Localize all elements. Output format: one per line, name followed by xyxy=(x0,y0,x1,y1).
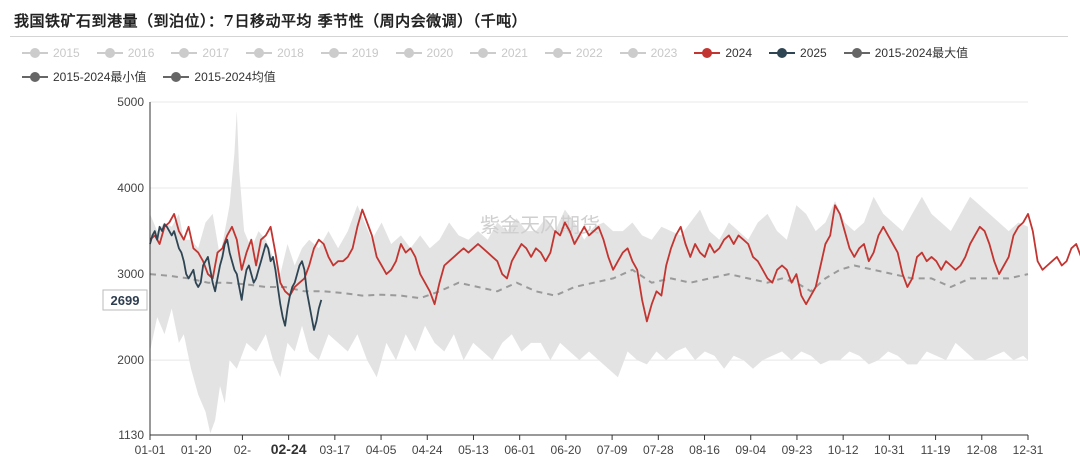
x-tick-label: 10-12 xyxy=(828,443,859,457)
x-tick-label: 04-05 xyxy=(366,443,397,457)
legend-item-2015-2024最小值[interactable]: 2015-2024最小值 xyxy=(22,66,146,88)
y-tick-label: 3000 xyxy=(117,267,144,281)
min-max-band xyxy=(150,110,1028,434)
legend-marker-icon xyxy=(470,48,497,58)
x-tick-label: 05-13 xyxy=(458,443,489,457)
chart-legend: 2015 2016 2017 2018 2019 2020 2021 2022 2023 2024… xyxy=(22,42,1062,90)
x-tick-label: 02- xyxy=(234,443,251,457)
legend-marker-icon xyxy=(694,48,721,58)
series-line-2015-2024均值 xyxy=(149,264,1029,300)
y-tick-label: 5000 xyxy=(117,95,144,109)
legend-label: 2015-2024最大值 xyxy=(874,46,969,60)
legend-marker-icon xyxy=(395,48,422,58)
x-tick-label: 04-24 xyxy=(412,443,443,457)
title-divider xyxy=(10,36,1068,37)
legend-marker-icon xyxy=(769,48,796,58)
legend-label: 2016 xyxy=(127,46,155,60)
series-lines xyxy=(149,204,1080,331)
last-value-marker: 2699 xyxy=(102,289,148,311)
y-tick-label: 1130 xyxy=(118,428,144,442)
legend-item-2018[interactable]: 2018 xyxy=(246,42,304,64)
legend-item-2021[interactable]: 2021 xyxy=(470,42,528,64)
x-tick-labels: 01-01 01-20 02- 02-24 03-17 04-05 04-24 05-13 06… xyxy=(135,441,1044,457)
x-tick-label: 10-31 xyxy=(874,443,905,457)
legend-item-2015-2024最大值[interactable]: 2015-2024最大值 xyxy=(843,42,969,64)
legend-marker-icon xyxy=(171,48,198,58)
legend-marker-icon xyxy=(544,48,571,58)
legend-marker-icon xyxy=(320,48,347,58)
axes xyxy=(149,102,1029,440)
x-tick-label: 07-28 xyxy=(643,443,674,457)
legend-label: 2020 xyxy=(426,46,454,60)
x-tick-label: 03-17 xyxy=(319,443,350,457)
legend-label: 2021 xyxy=(501,46,528,60)
y-tick-labels: 1130 2000 3000 4000 5000 xyxy=(117,95,144,442)
legend-item-2023[interactable]: 2023 xyxy=(619,42,678,64)
x-tick-label: 12-31 xyxy=(1013,443,1044,457)
x-tick-label: 12-08 xyxy=(966,443,997,457)
legend-item-2016[interactable]: 2016 xyxy=(96,42,155,64)
chart-title: 我国铁矿石到港量（到泊位）：7日移动平均 季节性（周内会微调）（千吨） xyxy=(14,12,528,30)
x-tick-label: 06-20 xyxy=(551,443,582,457)
legend-label: 2024 xyxy=(725,46,753,60)
legend-marker-icon xyxy=(163,72,190,82)
legend-label: 2019 xyxy=(351,46,379,60)
legend-label: 2018 xyxy=(277,46,304,60)
legend-item-2017[interactable]: 2017 xyxy=(171,42,229,64)
legend-item-2024[interactable]: 2024 xyxy=(694,42,752,64)
legend-item-2015-2024均值[interactable]: 2015-2024均值 xyxy=(163,66,276,88)
legend-label: 2015-2024均值 xyxy=(194,70,276,84)
legend-item-2019[interactable]: 2019 xyxy=(320,42,379,64)
x-tick-label: 09-04 xyxy=(735,443,766,457)
legend-item-2015[interactable]: 2015 xyxy=(22,42,80,64)
x-tick-label: 02-24 xyxy=(271,441,307,457)
last-value-box xyxy=(102,289,148,311)
legend-item-2022[interactable]: 2022 xyxy=(544,42,603,64)
last-value-label: 2699 xyxy=(111,293,140,308)
legend-marker-icon xyxy=(22,48,48,58)
legend-label: 2022 xyxy=(575,46,603,60)
x-tick-label: 06-01 xyxy=(504,443,535,457)
x-tick-label: 01-01 xyxy=(135,443,166,457)
x-tick-label: 08-16 xyxy=(689,443,720,457)
legend-label: 2015 xyxy=(53,46,80,60)
legend-marker-icon xyxy=(22,72,48,82)
legend-label: 2015-2024最小值 xyxy=(53,70,147,84)
x-tick-label: 09-23 xyxy=(782,443,813,457)
legend-label: 2025 xyxy=(800,46,827,60)
legend-marker-icon xyxy=(246,48,273,58)
y-tick-label: 2000 xyxy=(117,353,144,367)
x-tick-label: 01-20 xyxy=(181,443,212,457)
band-area xyxy=(150,110,1028,434)
legend-marker-icon xyxy=(619,48,646,58)
y-tick-label: 4000 xyxy=(117,181,144,195)
legend-label: 2023 xyxy=(650,46,678,60)
series-line-2024 xyxy=(149,204,1080,323)
legend-item-2020[interactable]: 2020 xyxy=(395,42,454,64)
watermark: 紫金天风期货 xyxy=(480,213,600,237)
x-tick-label: 07-09 xyxy=(597,443,628,457)
series-line-2025 xyxy=(149,223,323,331)
legend-marker-icon xyxy=(96,48,123,58)
legend-label: 2017 xyxy=(202,46,230,60)
x-tick-label: 11-19 xyxy=(921,443,951,457)
legend-marker-icon xyxy=(843,48,870,58)
legend-item-2025[interactable]: 2025 xyxy=(769,42,827,64)
